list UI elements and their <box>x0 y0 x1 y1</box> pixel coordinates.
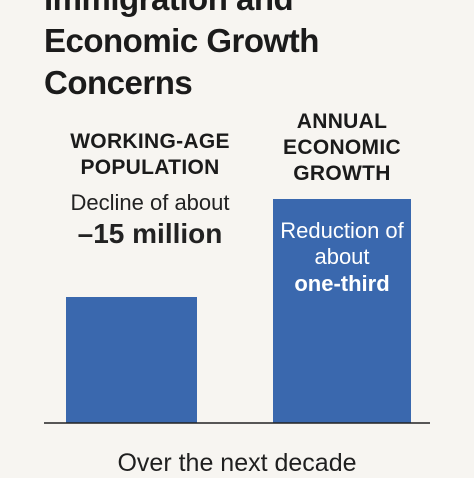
bar-0 <box>66 297 197 423</box>
chart-title: Immigration and Economic Growth Concerns <box>44 0 464 104</box>
category-label-working-age-population: WORKING-AGE POPULATION <box>32 129 268 181</box>
bar-1 <box>273 199 411 423</box>
chart-title-line: Economic Growth <box>44 22 319 59</box>
category-label-annual-economic-growth: ANNUAL ECONOMIC GROWTH <box>268 109 416 187</box>
annotation-text: Decline of about <box>70 190 230 215</box>
annotation-emphasis: one-third <box>294 271 390 296</box>
category-label-line: WORKING-AGE <box>70 130 230 153</box>
annotation-emphasis: –15 million <box>77 218 223 249</box>
chart-title-line: Immigration and <box>44 0 464 20</box>
annotation-population-decline: Decline of about –15 million <box>32 190 268 252</box>
category-label-line: ANNUAL <box>296 110 388 133</box>
annotation-text: Reduction of about <box>280 218 404 269</box>
category-label-line: ECONOMIC <box>283 136 401 159</box>
annotation-growth-reduction: Reduction of about one-third <box>273 218 411 297</box>
category-label-line: POPULATION <box>80 156 220 179</box>
chart-title-line: Concerns <box>44 64 193 101</box>
chart-footer: Over the next decade <box>117 449 357 477</box>
category-label-line: GROWTH <box>293 162 391 185</box>
